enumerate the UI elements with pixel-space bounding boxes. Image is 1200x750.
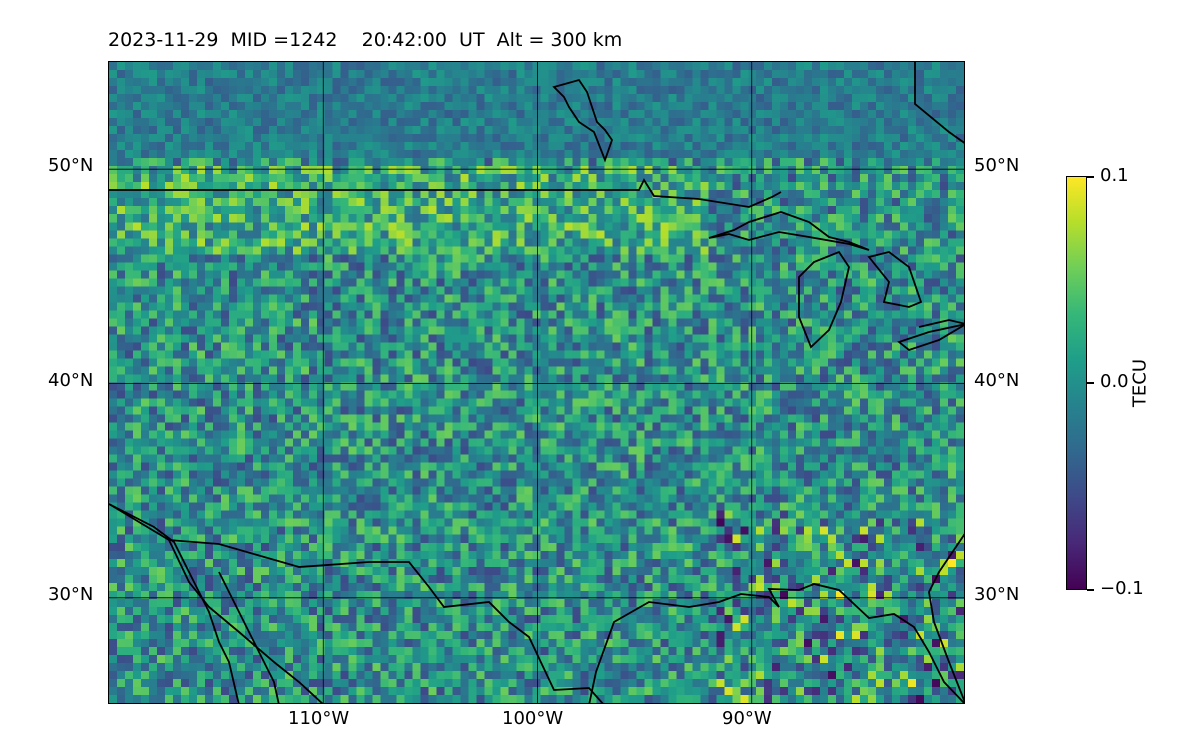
island-coast bbox=[552, 78, 614, 163]
title-date: 2023-11-29 bbox=[108, 29, 219, 51]
lake-superior bbox=[708, 211, 870, 251]
gulf-coast bbox=[588, 583, 964, 703]
mexico-pacific-coast bbox=[109, 503, 240, 703]
hudson-bay-coast bbox=[914, 62, 964, 144]
us-mexico-border bbox=[109, 503, 604, 703]
lat-label-30-right: 30°N bbox=[974, 584, 1020, 605]
title-time: 20:42:00 UT bbox=[361, 29, 485, 51]
map-title: 2023-11-29 MID =1242 20:42:00 UT Alt = 3… bbox=[108, 29, 622, 51]
map-overlay bbox=[109, 62, 964, 703]
baja-coast bbox=[168, 539, 324, 703]
colorbar-tick-min bbox=[1087, 589, 1094, 591]
colorbar-tick-zero bbox=[1087, 382, 1094, 384]
lat-label-50-right: 50°N bbox=[974, 155, 1020, 176]
lat-label-40-right: 40°N bbox=[974, 370, 1020, 391]
lake-erie bbox=[897, 323, 964, 352]
gulf-of-california bbox=[218, 571, 280, 703]
colorbar bbox=[1066, 176, 1087, 590]
map-plot-area[interactable] bbox=[108, 61, 965, 704]
graticule bbox=[109, 62, 964, 703]
colorbar-label-max: 0.1 bbox=[1100, 165, 1129, 186]
colorbar-label-zero: 0.0 bbox=[1100, 371, 1129, 392]
lake-michigan bbox=[798, 250, 850, 349]
lat-label-50-left: 50°N bbox=[48, 155, 94, 176]
lake-ontario bbox=[918, 319, 964, 328]
lat-label-30-left: 30°N bbox=[48, 584, 94, 605]
colorbar-label-min: −0.1 bbox=[1100, 578, 1144, 599]
colorbar-tick-max bbox=[1087, 176, 1094, 178]
us-canada-border bbox=[109, 178, 782, 208]
lon-label-90w: 90°W bbox=[722, 708, 772, 729]
title-mid: MID =1242 bbox=[230, 29, 338, 51]
lon-label-110w: 110°W bbox=[288, 708, 350, 729]
coastlines-and-borders bbox=[109, 62, 964, 703]
title-altitude: Alt = 300 km bbox=[496, 29, 623, 51]
lake-huron bbox=[867, 251, 923, 308]
lon-label-100w: 100°W bbox=[502, 708, 564, 729]
lat-label-40-left: 40°N bbox=[48, 370, 94, 391]
colorbar-unit-label: TECU bbox=[1129, 358, 1151, 408]
florida-coast bbox=[928, 533, 964, 703]
